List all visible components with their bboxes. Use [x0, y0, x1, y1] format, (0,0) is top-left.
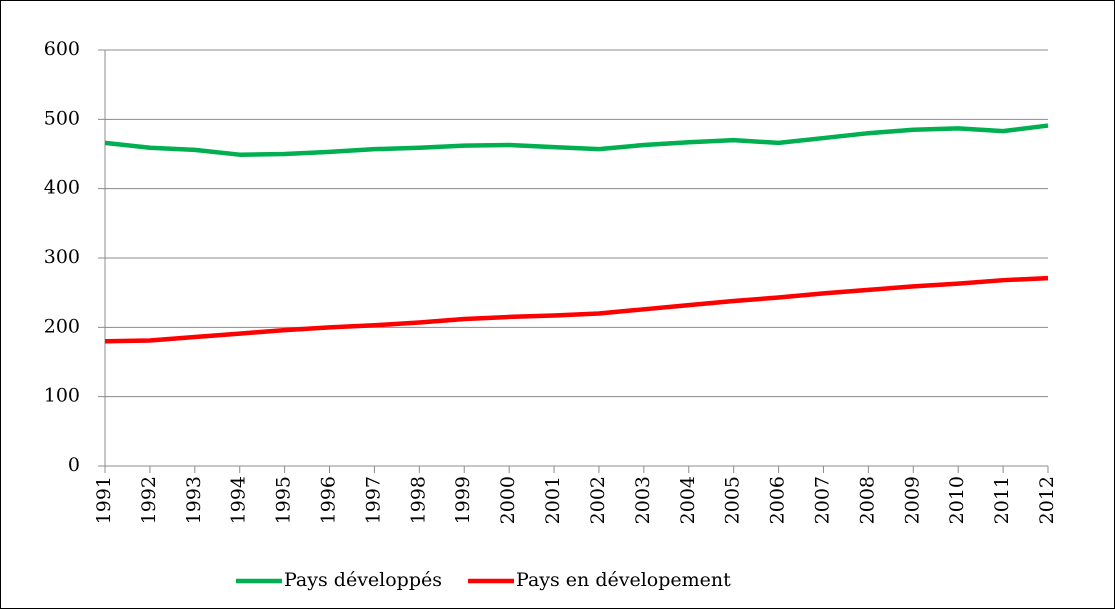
x-tick-label: 1998	[407, 476, 429, 524]
x-tick-label: 1995	[273, 476, 295, 524]
y-tick-label: 200	[44, 315, 80, 337]
x-tick-label: 1997	[362, 476, 384, 524]
legend-label: Pays développés	[284, 569, 442, 591]
series-line	[104, 123, 1049, 157]
y-tick-label: 100	[44, 385, 80, 407]
x-tick-label: 2012	[1036, 476, 1058, 524]
x-tick-label: 2008	[856, 476, 878, 524]
x-tick-label: 2000	[497, 476, 519, 524]
x-tick-label: 2010	[946, 476, 968, 524]
y-tick-label: 400	[44, 177, 80, 199]
y-tick-label: 500	[44, 107, 80, 129]
x-tick-label: 2001	[542, 476, 564, 524]
y-tick-label: 0	[68, 454, 80, 476]
x-tick-label: 2003	[632, 476, 654, 524]
x-tick-label: 1994	[228, 476, 250, 524]
x-tick-label: 2007	[811, 476, 833, 524]
x-tick-label: 1991	[93, 476, 115, 524]
series-line	[104, 275, 1049, 344]
x-tick-label: 2006	[767, 476, 789, 524]
x-tick-label: 2002	[587, 476, 609, 524]
x-tick-label: 2009	[901, 476, 923, 524]
x-tick-label: 1992	[138, 476, 160, 524]
y-tick-label: 300	[44, 246, 80, 268]
y-tick-label: 600	[44, 38, 80, 60]
x-tick-label: 1993	[183, 476, 205, 524]
legend-label: Pays en dévelopement	[516, 569, 731, 591]
x-tick-label: 2004	[677, 476, 699, 524]
x-tick-label: 1999	[452, 476, 474, 524]
x-tick-label: 1996	[318, 476, 340, 524]
x-tick-label: 2005	[722, 476, 744, 524]
x-tick-label: 2011	[991, 476, 1013, 524]
